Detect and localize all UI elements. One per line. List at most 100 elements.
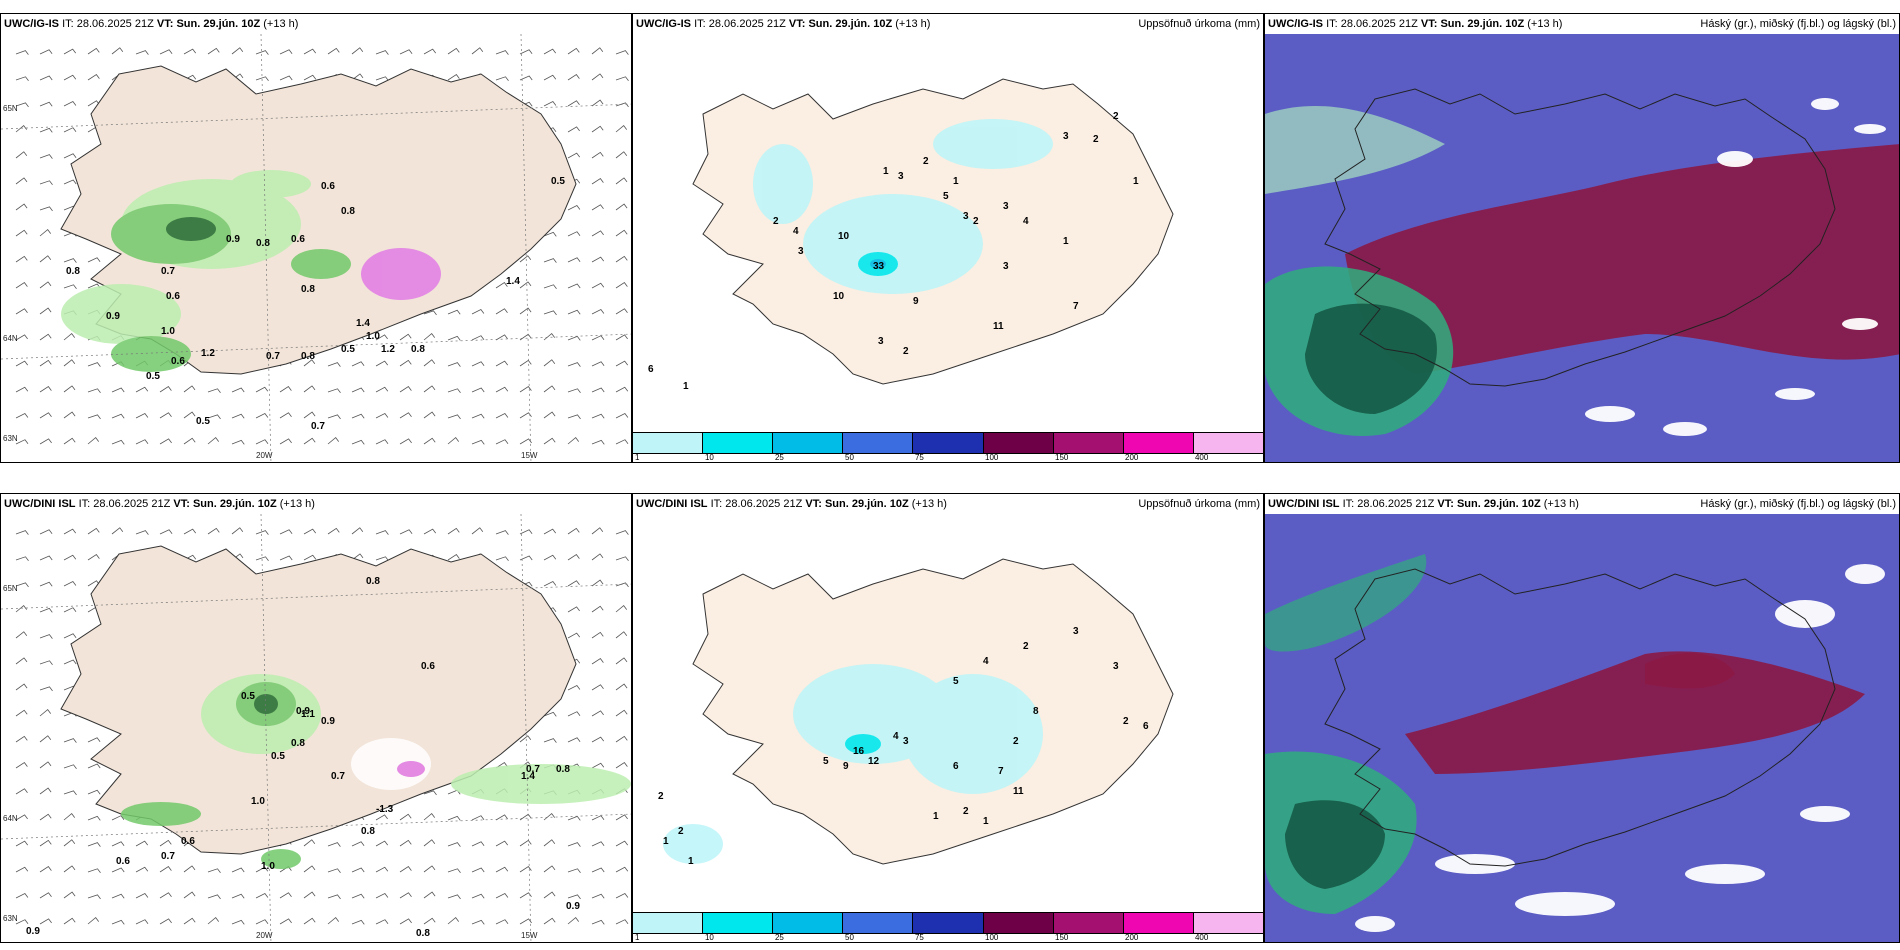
wind-map[interactable]: 0.80.90.50.60.70.9 0.8 0.60.80.61.01.2 0.7 0… bbox=[1, 34, 632, 463]
wind-barb bbox=[375, 50, 389, 55]
wind-barb bbox=[567, 684, 581, 691]
map-value-label: 2 bbox=[1023, 641, 1029, 652]
precip-panel-row1: UWC/IG-IS IT: 28.06.2025 21Z VT: Sun. 29… bbox=[632, 13, 1264, 463]
wind-barb bbox=[423, 865, 436, 873]
wind-barb bbox=[39, 412, 52, 419]
wind-barb bbox=[423, 385, 436, 393]
wind-barb bbox=[15, 657, 28, 665]
wind-barb bbox=[63, 127, 77, 133]
wind-barb bbox=[15, 762, 28, 769]
map-value-label: 3 bbox=[1113, 661, 1119, 672]
map-value-label: 0.9 bbox=[296, 706, 310, 717]
wind-barb bbox=[615, 919, 629, 925]
wind-barb bbox=[303, 359, 316, 367]
map-value-label: 1.4 bbox=[521, 771, 535, 782]
map-value-label: 3 bbox=[903, 736, 909, 747]
wind-barb bbox=[615, 177, 628, 185]
wind-barb bbox=[567, 204, 581, 211]
wind-barb bbox=[519, 735, 532, 743]
wind-barb bbox=[567, 580, 580, 587]
wind-barb bbox=[543, 891, 556, 899]
wind-barb bbox=[543, 411, 556, 419]
wind-barb bbox=[279, 49, 293, 55]
wind-barb bbox=[471, 439, 485, 445]
cloud-map[interactable] bbox=[1265, 514, 1900, 943]
map-value-label: 3 bbox=[798, 246, 804, 257]
wind-barb bbox=[471, 815, 485, 821]
wind-barb bbox=[207, 917, 220, 925]
wind-barb bbox=[375, 556, 389, 562]
wind-barb bbox=[39, 787, 52, 795]
wind-barb bbox=[567, 815, 581, 821]
colorbar-cell bbox=[843, 913, 914, 933]
wind-barb bbox=[111, 815, 125, 821]
wind-barb bbox=[351, 361, 365, 367]
wind-barb bbox=[447, 815, 461, 821]
wind-barb bbox=[135, 412, 149, 419]
wind-barb bbox=[567, 47, 580, 55]
colorbar-cell bbox=[1193, 433, 1263, 453]
wind-barb bbox=[39, 555, 53, 561]
wind-barb bbox=[327, 894, 341, 900]
colorbar-cell bbox=[913, 433, 984, 453]
wind-barb bbox=[15, 631, 28, 639]
wind-barb bbox=[399, 359, 412, 367]
wind-barb bbox=[591, 73, 604, 81]
wind-barb bbox=[423, 528, 437, 535]
wind-barb bbox=[111, 919, 125, 925]
wind-barb bbox=[447, 437, 460, 445]
wind-barb bbox=[183, 48, 197, 55]
map-value-label: 2 bbox=[1113, 111, 1119, 122]
wind-barb bbox=[15, 50, 29, 55]
wind-map[interactable]: 0.80.60.90.51.10.90.80.51.00.7-1.30.80.6… bbox=[1, 514, 632, 943]
wind-barb bbox=[255, 556, 269, 562]
wind-barb bbox=[63, 284, 77, 290]
wind-barb bbox=[255, 892, 269, 899]
wind-barb bbox=[399, 529, 413, 535]
wind-barb bbox=[615, 530, 629, 535]
cloud-map[interactable] bbox=[1265, 34, 1900, 463]
wind-barb bbox=[615, 203, 628, 211]
map-value-label: 3 bbox=[1063, 131, 1069, 142]
wind-barb bbox=[543, 917, 556, 925]
wind-barb bbox=[567, 437, 580, 445]
wind-barb bbox=[543, 100, 557, 107]
wind-barb bbox=[327, 437, 340, 445]
wind-barb bbox=[495, 814, 508, 821]
wind-barb bbox=[351, 47, 364, 55]
model-name: UWC/IG-IS bbox=[4, 18, 59, 30]
wind-barb bbox=[87, 47, 100, 55]
wind-barb bbox=[39, 866, 52, 873]
map-value-label: 3 bbox=[898, 171, 904, 182]
wind-barb bbox=[207, 388, 221, 394]
wind-barb bbox=[63, 528, 77, 535]
colorbar-tick-label: 75 bbox=[914, 453, 924, 462]
wind-barb bbox=[615, 866, 629, 873]
wind-barb bbox=[63, 917, 76, 925]
wind-barb bbox=[375, 840, 389, 847]
wind-barb bbox=[615, 229, 628, 237]
wind-barb bbox=[567, 283, 581, 289]
wind-barb bbox=[279, 529, 293, 535]
wind-barb bbox=[351, 73, 364, 81]
colorbar-tick-label: 150 bbox=[1055, 453, 1069, 462]
map-value-label: 0.8 bbox=[361, 826, 375, 837]
wind-barb bbox=[519, 75, 533, 81]
wind-barb bbox=[543, 554, 557, 561]
map-value-label: 33 bbox=[873, 261, 885, 272]
wind-barb bbox=[519, 529, 533, 535]
iceland-landmass bbox=[60, 65, 577, 375]
wind-barb bbox=[591, 282, 605, 289]
map-value-label: 5 bbox=[943, 191, 949, 202]
wind-barb bbox=[63, 865, 76, 873]
wind-barb bbox=[375, 814, 388, 821]
wind-barb bbox=[591, 204, 604, 211]
wind-barb bbox=[543, 738, 557, 743]
wind-barb bbox=[591, 815, 605, 821]
wind-barb bbox=[591, 413, 605, 419]
wind-barb bbox=[39, 581, 53, 587]
wind-barb bbox=[591, 387, 605, 393]
map-value-label: 6 bbox=[1143, 721, 1149, 732]
